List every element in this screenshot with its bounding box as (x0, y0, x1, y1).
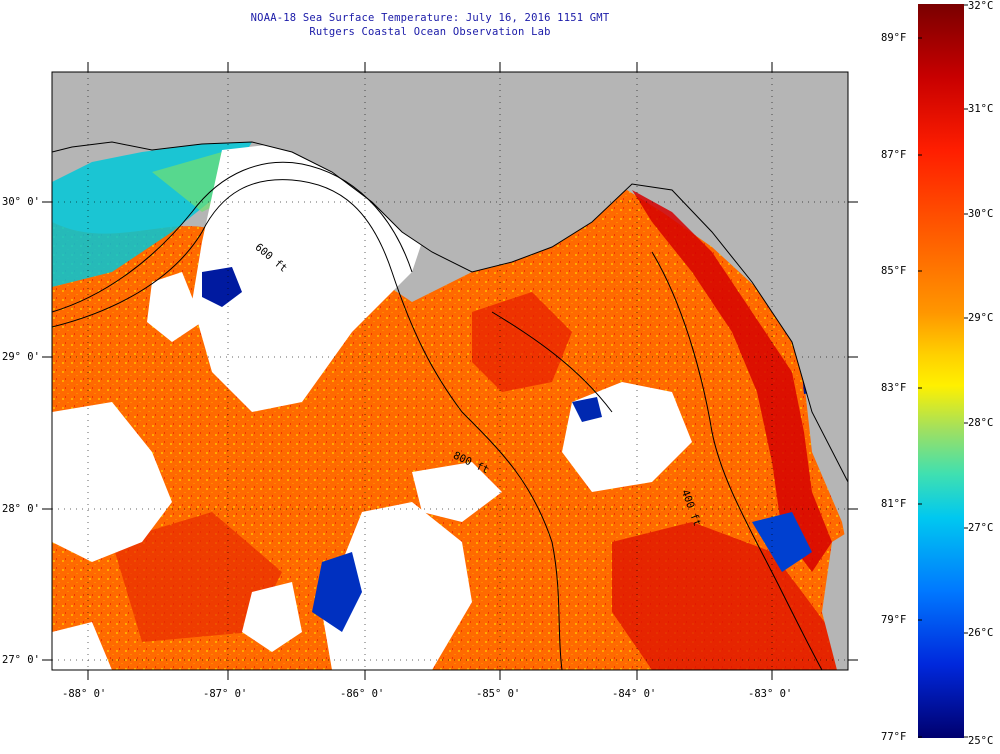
cloud (242, 582, 302, 652)
graticule (52, 72, 848, 670)
cold-patch (202, 267, 242, 307)
cloud (412, 462, 502, 522)
colorbar-label-f: 87°F (881, 149, 907, 161)
hot-water-central (472, 292, 572, 392)
colorbar-label-c: 32°C (968, 0, 994, 12)
lon-label: -88° 0' (62, 688, 107, 700)
colorbar-label-f: 85°F (881, 265, 907, 277)
contour-800ft (52, 179, 563, 670)
colorbar-label-c: 28°C (968, 417, 994, 429)
lon-label: -86° 0' (340, 688, 385, 700)
lat-label: 27° 0' (2, 654, 40, 666)
colorbar-label-c: 29°C (968, 312, 994, 324)
colorbar-label-f: 83°F (881, 382, 907, 394)
sst-map-graphic (52, 72, 848, 670)
cloud (147, 272, 202, 342)
cloud (52, 622, 112, 670)
colorbar-label-c: 27°C (968, 522, 994, 534)
hot-water-sw (112, 512, 282, 642)
colorbar-label-f: 79°F (881, 614, 907, 626)
cold-patch (752, 512, 812, 572)
hot-water (632, 190, 832, 572)
cloud (322, 502, 472, 670)
coastline (52, 141, 848, 483)
colorbar-label-c: 26°C (968, 627, 994, 639)
cloud (192, 142, 432, 412)
lon-label: -83° 0' (748, 688, 793, 700)
cold-patch (312, 552, 362, 632)
map-title: NOAA-18 Sea Surface Temperature: July 16… (250, 12, 610, 24)
lat-label: 30° 0' (2, 196, 40, 208)
colorbar-label-f: 89°F (881, 32, 907, 44)
cloud (52, 402, 172, 562)
lon-label: -87° 0' (203, 688, 248, 700)
colorbar-label-f: 81°F (881, 498, 907, 510)
lon-label: -85° 0' (476, 688, 521, 700)
colorbar (918, 4, 964, 738)
lat-label: 29° 0' (2, 351, 40, 363)
sst-map: 800 ft 600 ft 400 ft (52, 72, 848, 670)
land (52, 72, 848, 482)
colorbar-ticks (918, 4, 968, 738)
map-subtitle: Rutgers Coastal Ocean Observation Lab (309, 26, 551, 38)
contour-400ft (651, 251, 823, 670)
cold-patch (572, 397, 602, 422)
colorbar-label-c: 31°C (968, 103, 994, 115)
colorbar-label-f: 77°F (881, 731, 907, 743)
lon-label: -84° 0' (612, 688, 657, 700)
lat-label: 28° 0' (2, 503, 40, 515)
contour-shelf (491, 311, 613, 413)
land-se (822, 532, 848, 670)
colorbar-label-c: 30°C (968, 208, 994, 220)
hot-water-south (612, 522, 848, 670)
colorbar-label-c: 25°C (968, 735, 994, 747)
